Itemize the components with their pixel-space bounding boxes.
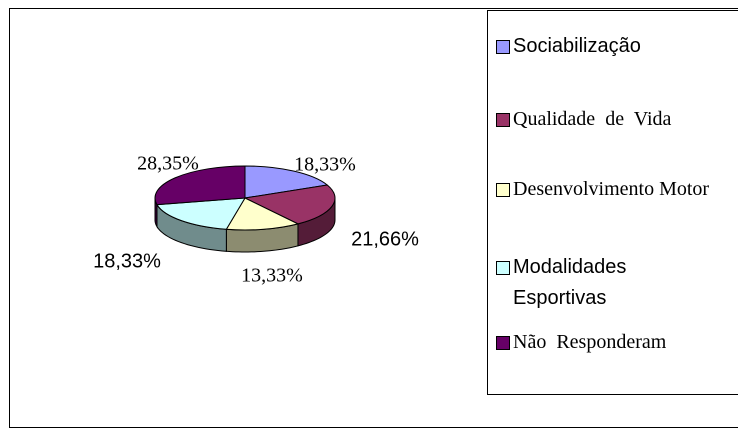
legend-item: Sociabilização: [496, 31, 711, 62]
data-label: 18,33%: [93, 250, 161, 272]
slice-top: [243, 184, 336, 225]
legend-item: Qualidade de Vida: [496, 104, 711, 135]
legend-item: Desenvolvimento Motor: [496, 174, 711, 205]
legend-item: Não Responderam: [496, 327, 711, 358]
slice-top: [244, 165, 329, 199]
legend-swatch: [496, 183, 510, 197]
data-label: 18,33%: [294, 154, 356, 176]
pie-slice: [154, 165, 246, 229]
data-label: 21,66%: [351, 228, 419, 250]
legend-swatch: [496, 261, 510, 275]
slice-top: [225, 197, 300, 231]
legend-label: Sociabilização: [513, 35, 641, 57]
legend-swatch: [496, 40, 510, 54]
pie-slice: [244, 165, 329, 199]
slice-top: [156, 197, 246, 230]
legend-item: Modalidades Esportivas: [496, 252, 711, 314]
chart: 18,33% 21,66% 13,33% 18,33% 28,35%: [93, 153, 419, 287]
legend-label: Qualidade de Vida: [513, 108, 672, 130]
legend-label: Desenvolvimento Motor: [513, 178, 710, 200]
slice-top: [154, 165, 246, 206]
pie-slice: [225, 197, 300, 253]
page: 18,33% 21,66% 13,33% 18,33% 28,35% Sociabili…: [9, 8, 738, 428]
legend-label: Não Responderam: [513, 331, 667, 353]
legend-label: Modalidades Esportivas: [513, 256, 632, 309]
data-label: 13,33%: [241, 265, 303, 287]
data-label: 28,35%: [137, 153, 199, 175]
legend-swatch: [496, 113, 510, 127]
legend-swatch: [496, 336, 510, 350]
legend: Sociabilização Qualidade de Vida Desenvolv…: [487, 10, 738, 395]
